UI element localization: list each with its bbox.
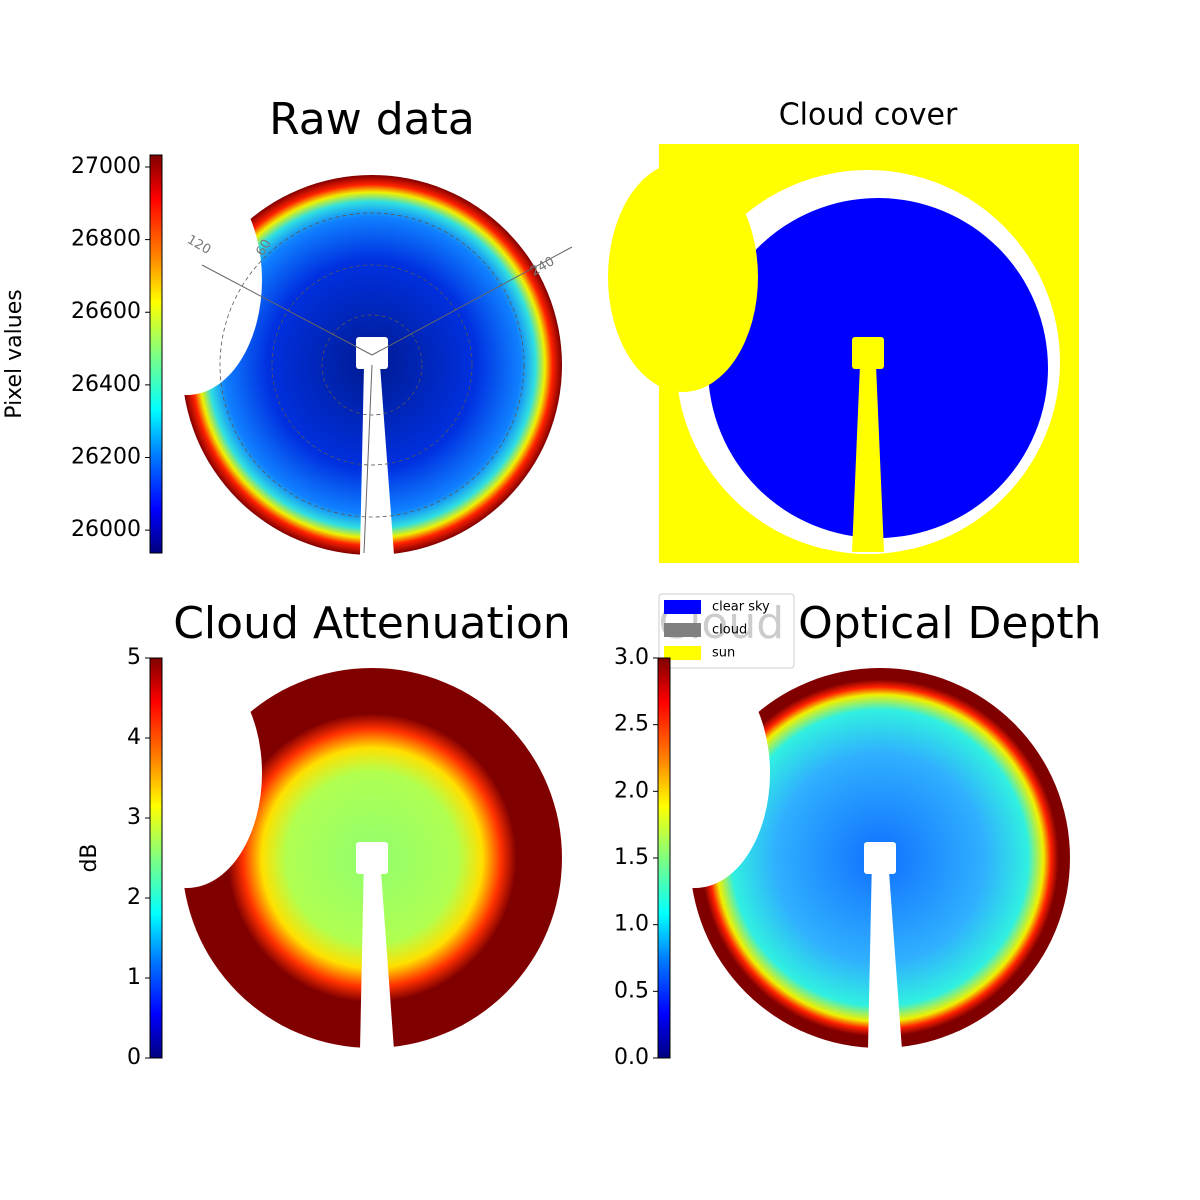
tick-label: 26800 [71,227,141,252]
tick-label: 2.0 [614,778,649,803]
colorbar [657,657,671,1059]
tick-label: 4 [127,725,141,750]
legend-swatch [664,623,701,637]
tick-label: 0.0 [614,1045,649,1070]
legend-swatch [664,600,701,614]
sky-image [112,658,562,1050]
annotation: 60 [254,237,275,259]
legend-label: cloud [712,623,747,638]
colorbar [149,154,163,554]
tick-label: 2.5 [614,712,649,737]
tick-label: 1.0 [614,912,649,937]
colorbar-label: dB [77,843,102,872]
legend-swatch [664,646,701,660]
tick-label: 3 [127,805,141,830]
tick-label: 26400 [71,372,141,397]
legend: clear sky cloud sun [658,593,795,669]
tick-label: 0.5 [614,978,649,1003]
tick-label: 1 [127,965,141,990]
tick-label: 1.5 [614,845,649,870]
tick-label: 5 [127,645,141,670]
panel-title: Raw data [269,94,475,145]
sky-image: 120 60 240 [112,165,573,555]
panel-title: Cloud Attenuation [173,598,571,649]
legend-label: sun [712,646,735,661]
colorbar [149,657,163,1059]
tick-label: 27000 [71,154,141,179]
tick-label: 26200 [71,444,141,469]
legend-label: clear sky [712,600,770,615]
annotation: 240 [528,254,557,279]
tick-label: 2 [127,885,141,910]
cloud-cover-image [608,144,1079,563]
colorbar-label: Pixel values [2,289,27,418]
tick-label: 0 [127,1045,141,1070]
sky-image [620,658,1070,1050]
panel-title: Cloud cover [779,98,958,133]
tick-label: 26000 [71,517,141,542]
tick-label: 3.0 [614,645,649,670]
tick-label: 26600 [71,299,141,324]
